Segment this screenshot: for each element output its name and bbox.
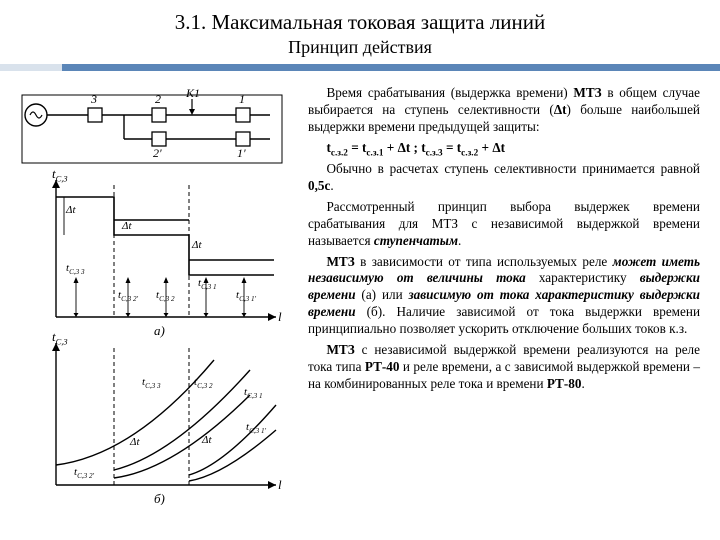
svg-text:tС,3 2: tС,3 2	[194, 376, 213, 390]
svg-text:tС,3 1': tС,3 1'	[236, 289, 257, 303]
figure-column: 3 2 1 2' 1' К1 tС,3 l tС,3 3 tС,3 2' tС,3 2 tС,3 1 t…	[14, 85, 294, 505]
svg-text:Δt: Δt	[191, 239, 202, 251]
formula-line: tс.з.2 = tс.з.1 + Δt ; tс.з.3 = tс.з.2 +…	[308, 140, 700, 159]
svg-text:Δt: Δt	[65, 204, 76, 216]
page-title: 3.1. Максимальная токовая защита линий	[0, 10, 720, 35]
svg-text:б): б)	[154, 491, 165, 505]
svg-text:1': 1'	[237, 146, 246, 160]
paragraph-5: МТЗ с независимой выдержкой времени реал…	[308, 342, 700, 393]
page-subtitle: Принцип действия	[0, 37, 720, 58]
svg-text:l: l	[278, 309, 282, 324]
svg-text:Δt: Δt	[129, 436, 140, 448]
svg-text:2: 2	[155, 92, 161, 106]
title-block: 3.1. Максимальная токовая защита линий П…	[0, 0, 720, 58]
accent-bar	[0, 64, 720, 71]
paragraph-3: Рассмотренный принцип выбора выдержек вр…	[308, 199, 700, 250]
paragraph-1: Время срабатывания (выдержка времени) МТ…	[308, 85, 700, 136]
content-area: 3 2 1 2' 1' К1 tС,3 l tС,3 3 tС,3 2' tС,3 2 tС,3 1 t…	[0, 71, 720, 521]
svg-text:а): а)	[154, 323, 165, 338]
svg-text:tС,3: tС,3	[52, 329, 68, 346]
svg-text:Δt: Δt	[121, 220, 132, 232]
svg-text:К1: К1	[185, 86, 200, 100]
svg-text:tС,3 2': tС,3 2'	[74, 466, 95, 480]
svg-text:1: 1	[239, 92, 245, 106]
svg-text:tС,3 1: tС,3 1	[244, 386, 263, 400]
svg-text:tС,3: tС,3	[52, 166, 68, 183]
svg-text:Δt: Δt	[201, 434, 212, 446]
svg-text:l: l	[278, 477, 282, 492]
paragraph-2: Обычно в расчетах ступень селективности …	[308, 161, 700, 195]
svg-text:tС,3 3: tС,3 3	[142, 376, 161, 390]
figure-diagram: 3 2 1 2' 1' К1 tС,3 l tС,3 3 tС,3 2' tС,3 2 tС,3 1 t…	[14, 85, 294, 505]
svg-text:tС,3 3: tС,3 3	[66, 262, 85, 276]
svg-text:tС,3 1': tС,3 1'	[246, 421, 267, 435]
paragraph-4: МТЗ в зависимости от типа используемых р…	[308, 254, 700, 338]
svg-text:tС,3 2: tС,3 2	[156, 289, 175, 303]
svg-text:3: 3	[90, 92, 97, 106]
svg-text:2': 2'	[153, 146, 162, 160]
text-column: Время срабатывания (выдержка времени) МТ…	[308, 85, 700, 505]
svg-text:tС,3 1: tС,3 1	[198, 277, 217, 291]
